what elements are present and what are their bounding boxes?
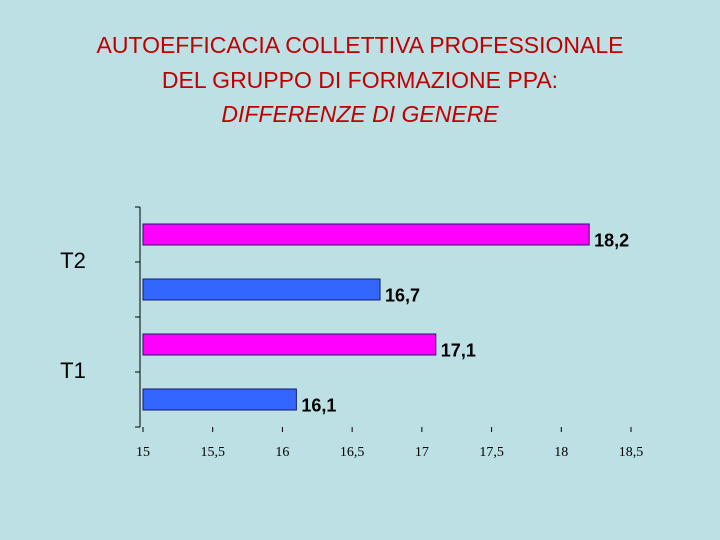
x-tick-label: 16,5 xyxy=(340,445,365,460)
x-tick-label: 17,5 xyxy=(479,445,504,460)
chart-title: DEL GRUPPO DI FORMAZIONE PPA: xyxy=(162,67,558,93)
value-label: 18,2 xyxy=(594,230,629,250)
chart-subtitle: DIFFERENZE DI GENERE xyxy=(221,101,499,127)
bar xyxy=(142,223,590,246)
x-tick-label: 17 xyxy=(415,445,429,460)
value-label: 16,7 xyxy=(385,285,420,305)
x-tick-label: 18 xyxy=(554,445,568,460)
chart-title: AUTOEFFICACIA COLLETTIVA PROFESSIONALE xyxy=(96,32,623,58)
x-tick-label: 18,5 xyxy=(619,445,644,460)
x-tick-label: 15,5 xyxy=(200,445,225,460)
bar xyxy=(142,333,437,356)
value-label: 17,1 xyxy=(441,340,476,360)
category-label: T1 xyxy=(60,358,86,383)
x-tick-label: 16 xyxy=(275,445,289,460)
value-label: 16,1 xyxy=(301,395,336,415)
category-label: T2 xyxy=(60,248,86,273)
x-tick-label: 15 xyxy=(136,445,150,460)
bar xyxy=(142,278,381,301)
bar xyxy=(142,388,297,411)
